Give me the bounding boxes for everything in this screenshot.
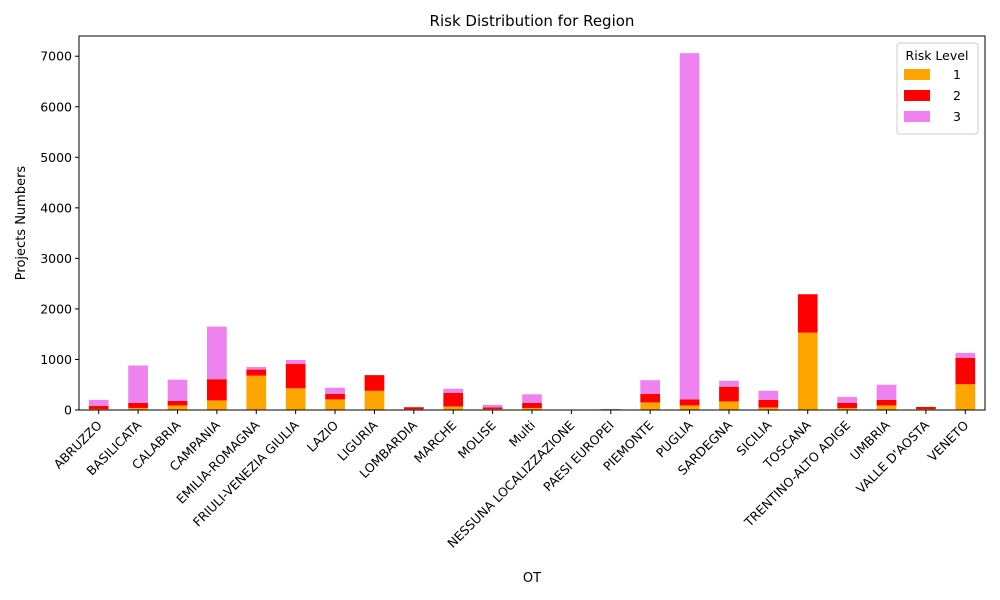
y-tick-label: 6000 — [40, 99, 72, 114]
bar-calabria-risk-1 — [167, 405, 188, 410]
bar-piemonte-risk-3 — [640, 380, 661, 394]
x-axis-label: OT — [523, 571, 541, 586]
legend: Risk Level 1 2 3 — [896, 42, 979, 135]
bar-campania-risk-2 — [207, 379, 227, 401]
bar-puglia-risk-3 — [679, 53, 700, 400]
bar-basilicata-risk-1 — [128, 407, 148, 410]
bar-molise-risk-1 — [482, 408, 503, 410]
y-tick-label: 1000 — [40, 352, 72, 367]
bar-sardegna-risk-1 — [719, 401, 739, 410]
bar-trentino-alto-adige-risk-2 — [837, 402, 857, 408]
bar-veneto-risk-3 — [955, 352, 976, 358]
legend-label-2: 2 — [953, 88, 961, 103]
bar-marche-risk-2 — [443, 392, 464, 407]
legend-label-3: 3 — [953, 109, 961, 124]
bar-campania-risk-3 — [207, 326, 227, 380]
bar-molise-risk-3 — [482, 404, 503, 408]
bar-sicilia-risk-3 — [758, 390, 779, 400]
bar-piemonte-risk-1 — [640, 402, 661, 410]
y-tick-label: 7000 — [40, 49, 72, 64]
bar-trentino-alto-adige-risk-3 — [837, 396, 857, 403]
bar-abruzzo-risk-1 — [88, 408, 109, 410]
bar-sicilia-risk-1 — [758, 407, 779, 410]
bar-veneto-risk-1 — [955, 384, 976, 410]
bar-valle-d-aosta-risk-1 — [916, 408, 936, 410]
x-axis: ABRUZZOBASILICATACALABRIACAMPANIAEMILIA-… — [51, 410, 972, 551]
bar-lombardia-risk-2 — [403, 407, 424, 410]
legend-label-1: 1 — [953, 67, 961, 82]
bar-trentino-alto-adige-risk-1 — [837, 407, 857, 410]
plot-frame — [78, 35, 986, 411]
chart-title: Risk Distribution for Region — [430, 12, 635, 30]
bar-emilia-romagna-risk-3 — [246, 367, 267, 370]
bar-lazio-risk-1 — [325, 399, 345, 410]
bar-emilia-romagna-risk-1 — [246, 375, 267, 410]
bar-veneto-risk-2 — [955, 357, 976, 385]
bar-calabria-risk-3 — [167, 379, 188, 401]
y-tick-label: 5000 — [40, 150, 72, 165]
bar-friuli-venezia-giulia-risk-1 — [285, 388, 306, 410]
x-tick-label: VALLE D'AOSTA — [853, 417, 932, 496]
x-tick-label: LAZIO — [304, 417, 342, 455]
bar-umbria-risk-2 — [876, 399, 897, 406]
bar-toscana-risk-2 — [797, 294, 818, 333]
bar-friuli-venezia-giulia-risk-3 — [285, 359, 306, 364]
legend-swatch-1 — [904, 69, 930, 80]
bar-basilicata-risk-3 — [128, 365, 148, 403]
bar-emilia-romagna-risk-2 — [246, 369, 267, 376]
bar-lazio-risk-3 — [325, 387, 345, 394]
bar-multi-risk-2 — [522, 402, 542, 408]
bar-campania-risk-1 — [207, 400, 227, 410]
bar-paesi-europei-risk-3 — [600, 408, 621, 410]
bar-multi-risk-3 — [522, 394, 542, 403]
x-tick-label: Multi — [506, 418, 538, 450]
legend-title: Risk Level — [906, 48, 969, 63]
bar-valle-d-aosta-risk-2 — [916, 406, 936, 409]
y-axis-label: Projects Numbers — [14, 166, 29, 281]
x-tick-label: VENETO — [925, 417, 972, 464]
bar-sicilia-risk-2 — [758, 399, 779, 408]
bar-abruzzo-risk-2 — [88, 405, 109, 409]
bar-molise-risk-2 — [482, 407, 503, 409]
bar-basilicata-risk-2 — [128, 402, 148, 408]
bar-marche-risk-3 — [443, 388, 464, 393]
bar-piemonte-risk-2 — [640, 393, 661, 403]
bar-abruzzo-risk-3 — [88, 399, 109, 406]
bars-group — [88, 53, 976, 410]
y-axis: 0 1000 2000 3000 4000 5000 6000 7000 — [40, 49, 79, 418]
legend-swatch-2 — [904, 90, 930, 101]
bar-marche-risk-1 — [443, 406, 464, 410]
x-tick-label: MARCHE — [411, 417, 459, 465]
bar-sardegna-risk-2 — [719, 386, 739, 402]
bar-friuli-venezia-giulia-risk-2 — [285, 364, 306, 389]
x-tick-label: MOLISE — [455, 417, 499, 461]
y-tick-label: 3000 — [40, 251, 72, 266]
y-tick-label: 0 — [64, 403, 72, 418]
bar-multi-risk-1 — [522, 407, 542, 410]
x-tick-label: PAESI EUROPEI — [540, 418, 617, 495]
y-tick-label: 4000 — [40, 200, 72, 215]
bar-umbria-risk-3 — [876, 384, 897, 400]
bar-calabria-risk-2 — [167, 400, 188, 406]
bar-umbria-risk-1 — [876, 405, 897, 410]
bar-puglia-risk-2 — [679, 399, 700, 406]
legend-swatch-3 — [904, 111, 930, 122]
bar-toscana-risk-1 — [797, 332, 818, 410]
bar-puglia-risk-1 — [679, 405, 700, 410]
bar-lazio-risk-2 — [325, 393, 345, 400]
bar-liguria-risk-2 — [364, 375, 385, 391]
bar-sardegna-risk-3 — [719, 380, 739, 387]
y-tick-label: 2000 — [40, 301, 72, 316]
bar-liguria-risk-1 — [364, 390, 385, 410]
